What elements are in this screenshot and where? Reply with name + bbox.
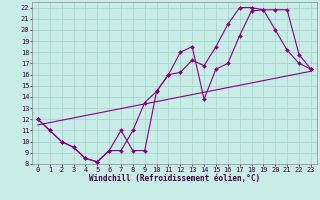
X-axis label: Windchill (Refroidissement éolien,°C): Windchill (Refroidissement éolien,°C) <box>89 174 260 183</box>
